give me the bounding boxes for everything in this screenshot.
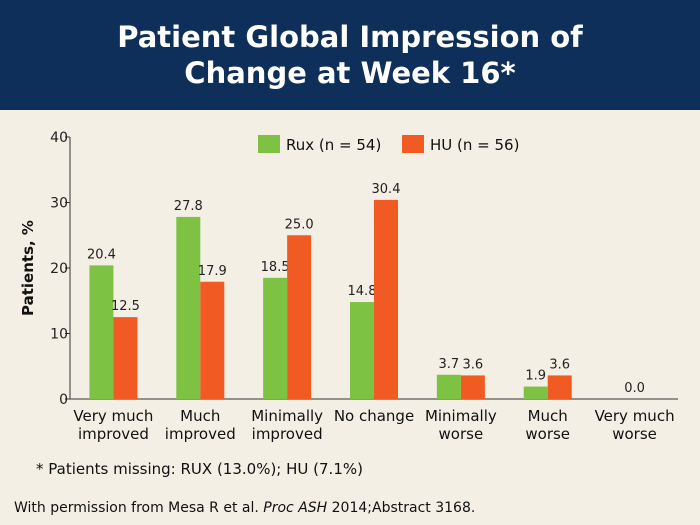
y-tick-label: 40 (50, 130, 68, 146)
data-label: 3.7 (439, 357, 460, 372)
bar-hu (287, 235, 312, 399)
y-tick-label: 30 (50, 196, 68, 212)
y-tick-label: 10 (50, 327, 68, 343)
x-tick-label: Much (180, 407, 220, 425)
data-label: 20.4 (87, 247, 116, 262)
x-tick-label: No change (334, 407, 414, 425)
data-label: 18.5 (261, 260, 290, 275)
legend-swatch-rux (258, 135, 280, 153)
bar-hu (200, 281, 225, 399)
bar-rux (436, 374, 461, 399)
citation-suffix: 2014;Abstract 3168. (327, 500, 476, 516)
x-tick-label: improved (252, 425, 323, 443)
legend-label: HU (n = 56) (430, 136, 519, 154)
data-label: 30.4 (372, 182, 401, 197)
bar-hu (460, 375, 485, 399)
data-label: 3.6 (463, 357, 484, 372)
bar-hu (374, 199, 398, 399)
x-tick-label: worse (439, 425, 484, 443)
x-tick-label: worse (525, 425, 570, 443)
y-tick-label: 0 (59, 392, 68, 408)
citation-journal: Proc ASH (263, 500, 328, 516)
data-label: 25.0 (285, 217, 314, 232)
citation: With permission from Mesa R et al. Proc … (14, 500, 475, 516)
bar-rux (89, 265, 114, 399)
bar-hu (113, 317, 138, 399)
x-tick-label: Very much (73, 407, 153, 425)
legend-swatch-hu (402, 135, 424, 153)
data-label: 14.8 (348, 284, 377, 299)
bar-hu (547, 375, 572, 399)
data-label: 12.5 (111, 299, 140, 314)
bar-rux (263, 277, 288, 399)
data-label: 27.8 (174, 199, 203, 214)
slide-title-line-1: Patient Global Impression of (117, 20, 583, 54)
x-tick-label: worse (612, 425, 657, 443)
x-tick-label: Minimally (251, 407, 323, 425)
bar-rux (350, 302, 374, 399)
legend-label: Rux (n = 54) (286, 136, 381, 154)
data-label: 3.6 (549, 357, 570, 372)
bar-rux (523, 386, 548, 399)
bar-rux (176, 216, 201, 399)
y-axis-title: Patients, % (19, 220, 37, 316)
y-tick-label: 20 (50, 261, 68, 277)
footnote: * Patients missing: RUX (13.0%); HU (7.1… (36, 460, 363, 478)
data-label: 17.9 (198, 264, 227, 279)
data-label: 1.9 (525, 369, 546, 384)
x-tick-label: improved (165, 425, 236, 443)
x-tick-label: Very much (595, 407, 675, 425)
x-tick-label: improved (78, 425, 149, 443)
title-bar: Patient Global Impression of Change at W… (0, 0, 700, 110)
x-tick-label: Much (528, 407, 568, 425)
x-tick-label: Minimally (425, 407, 497, 425)
data-label: 0.0 (624, 381, 645, 396)
slide-title-line-2: Change at Week 16* (184, 56, 516, 90)
citation-prefix: With permission from Mesa R et al. (14, 500, 264, 516)
